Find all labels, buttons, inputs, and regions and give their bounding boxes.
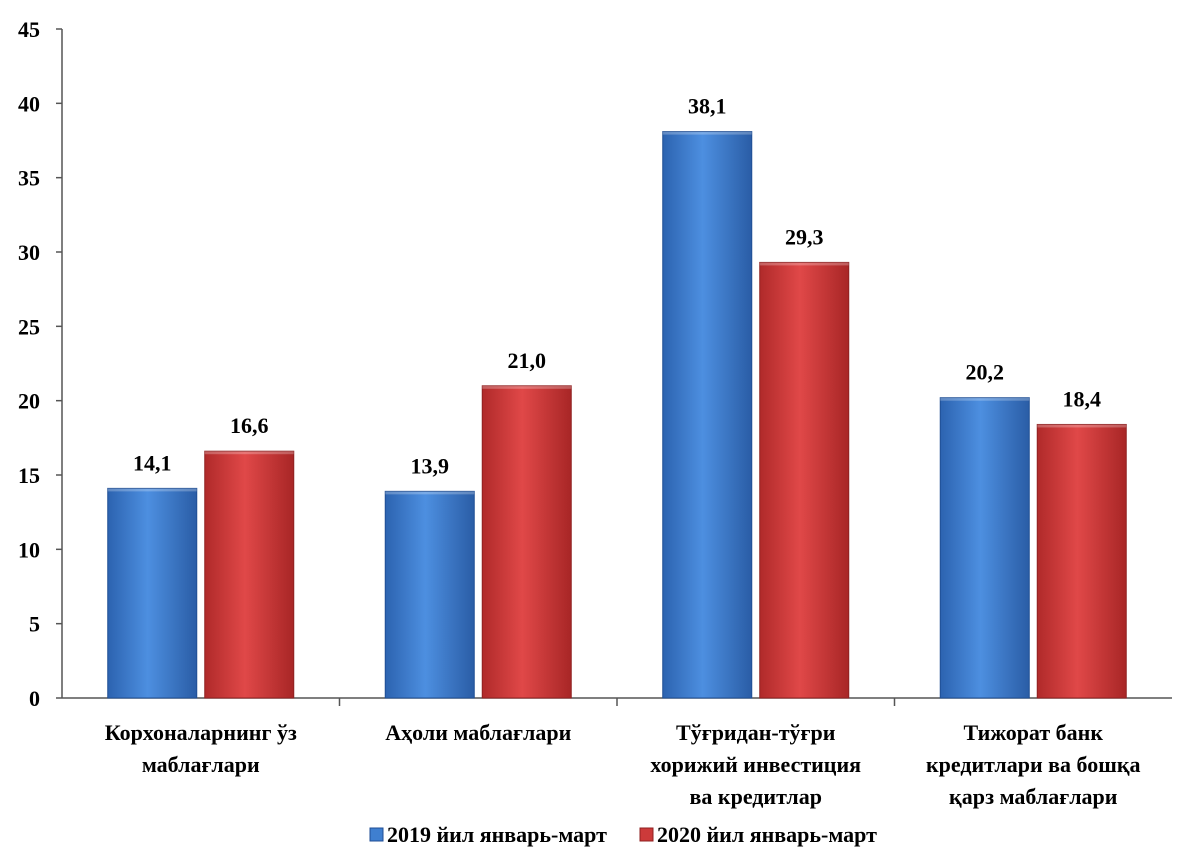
bar (481, 385, 572, 699)
x-tick-label: хорижий инвестиция (650, 752, 861, 777)
y-tick-label: 30 (18, 240, 40, 265)
y-tick-label: 45 (18, 17, 40, 42)
x-tick-label: кредитлари ва бошқа (926, 752, 1141, 777)
y-tick-label: 10 (18, 537, 40, 562)
data-label: 29,3 (785, 224, 824, 249)
bars (107, 131, 1127, 699)
data-label: 16,6 (230, 413, 269, 438)
legend: 2019 йил январь-март 2020 йил январь-март (369, 822, 877, 847)
x-tick-label: қарз маблағлари (949, 784, 1118, 809)
legend-label: 2020 йил январь-март (657, 822, 877, 847)
bar-highlight (107, 488, 197, 492)
bar (759, 261, 850, 699)
y-tick-label: 15 (18, 463, 40, 488)
x-tick-label: Корхоналарнинг ўз (105, 720, 297, 745)
y-tick-label: 0 (29, 686, 40, 711)
x-tick-label: ва кредитлар (690, 784, 822, 809)
data-label: 14,1 (133, 450, 172, 475)
bar (662, 131, 753, 699)
x-tick-label: Аҳоли маблағлари (385, 720, 571, 745)
y-tick-label: 25 (18, 314, 40, 339)
legend-label: 2019 йил январь-март (387, 822, 607, 847)
x-tick-label: Тижорат банк (963, 720, 1103, 745)
data-label: 13,9 (411, 453, 450, 478)
data-labels: 14,1 16,6 13,9 21,0 38,1 29,3 20,2 18,4 (133, 94, 1101, 479)
data-label: 38,1 (688, 94, 727, 119)
x-tick-label: маблағлари (142, 752, 260, 777)
legend-swatch (639, 827, 654, 842)
data-label: 18,4 (1063, 386, 1102, 411)
bar-highlight (1037, 424, 1127, 428)
legend-swatch (369, 827, 384, 842)
bar (384, 490, 475, 699)
bar-highlight (759, 262, 849, 266)
y-tick-label: 20 (18, 389, 40, 414)
x-tick-label: Тўғридан-тўғри (676, 720, 836, 745)
bar (107, 487, 198, 699)
bar-highlight (482, 385, 572, 389)
y-tick-label: 35 (18, 166, 40, 191)
bar-highlight (204, 451, 294, 455)
axes: 0 5 10 15 20 25 30 35 40 45 Корхоналарнинг ўз мабла… (18, 17, 1172, 809)
bar-highlight (662, 131, 752, 135)
bar (1036, 423, 1127, 699)
bar-highlight (940, 397, 1030, 401)
bar (939, 397, 1030, 699)
data-label: 20,2 (966, 360, 1005, 385)
bar-highlight (385, 491, 475, 495)
y-tick-label: 40 (18, 91, 40, 116)
data-label: 21,0 (508, 348, 547, 373)
y-tick-label: 5 (29, 612, 40, 637)
bar (204, 450, 295, 699)
